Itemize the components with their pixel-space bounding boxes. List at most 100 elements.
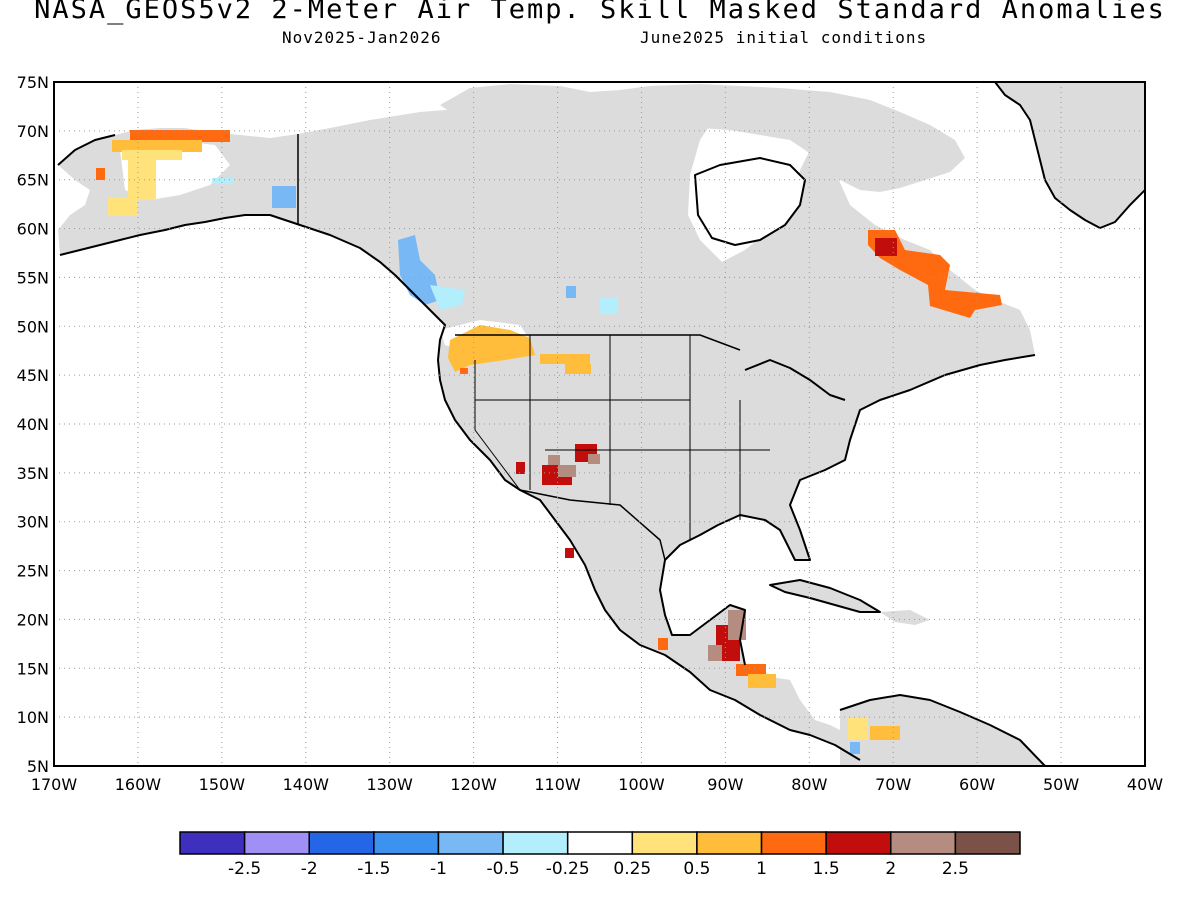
lon-label: 70W bbox=[875, 775, 911, 794]
anomaly-cell bbox=[430, 285, 465, 310]
initial-conditions: June2025 initial conditions bbox=[640, 28, 928, 47]
lat-label: 40N bbox=[17, 415, 49, 434]
anomaly-cell bbox=[565, 364, 591, 374]
lon-label: 40W bbox=[1127, 775, 1163, 794]
legend-swatch bbox=[696, 831, 763, 855]
north-america-land bbox=[58, 96, 1040, 766]
legend-swatch bbox=[502, 831, 569, 855]
color-legend: -2.5 -2 -1.5 -1 -0.5 -0.25 0.25 0.5 1 1.5 2 2.5 bbox=[179, 831, 1021, 879]
legend-swatch bbox=[179, 831, 246, 855]
legend-label: -2 bbox=[301, 859, 318, 879]
legend-label: -2.5 bbox=[228, 859, 261, 879]
lon-label: 80W bbox=[791, 775, 827, 794]
anomaly-cell bbox=[868, 230, 1002, 318]
anomaly-cell bbox=[516, 462, 525, 474]
anomaly-cell bbox=[748, 674, 776, 688]
gridlines bbox=[54, 82, 1145, 766]
anomaly-cell bbox=[736, 664, 766, 676]
us-mexico-border bbox=[519, 489, 666, 561]
anomaly-cell bbox=[875, 238, 897, 256]
lon-label: 90W bbox=[707, 775, 743, 794]
anomaly-cell bbox=[540, 354, 590, 364]
lat-label: 60N bbox=[17, 220, 49, 239]
cuba bbox=[770, 580, 880, 612]
lon-label: 150W bbox=[199, 775, 246, 794]
anomaly-cell bbox=[588, 454, 600, 464]
anomaly-cell bbox=[460, 368, 468, 374]
legend-swatch bbox=[566, 831, 634, 855]
lat-label: 50N bbox=[17, 317, 49, 336]
state-borders bbox=[474, 335, 770, 540]
lat-label: 20N bbox=[17, 610, 49, 629]
anomaly-cell bbox=[566, 286, 576, 298]
legend-label: 0.25 bbox=[613, 859, 651, 879]
legend-label: 2.5 bbox=[942, 859, 969, 879]
hudson-bay-region bbox=[695, 158, 805, 245]
map-frame bbox=[53, 81, 1146, 767]
lat-label: 75N bbox=[17, 73, 49, 92]
lat-label: 25N bbox=[17, 562, 49, 581]
greenland-coast bbox=[994, 82, 1145, 229]
arctic-islands bbox=[440, 84, 965, 192]
lat-label: 65N bbox=[17, 171, 49, 190]
forecast-period: Nov2025-Jan2026 bbox=[282, 28, 442, 47]
legend-label: 2 bbox=[885, 859, 896, 879]
lat-label: 70N bbox=[17, 122, 49, 141]
coastlines bbox=[57, 82, 1145, 766]
lon-label: 130W bbox=[367, 775, 414, 794]
legend-label: -1.5 bbox=[357, 859, 390, 879]
west-coastline bbox=[57, 134, 861, 761]
anomaly-cell bbox=[848, 718, 868, 740]
anomaly-patches bbox=[96, 130, 1002, 754]
hudson-bay-coast bbox=[694, 157, 806, 246]
lat-label: 15N bbox=[17, 659, 49, 678]
legend-label: 1 bbox=[756, 859, 767, 879]
anomaly-cell bbox=[850, 742, 860, 754]
south-america bbox=[840, 695, 1045, 766]
lon-label: 170W bbox=[31, 775, 78, 794]
baja-white bbox=[500, 480, 550, 580]
lon-label: 100W bbox=[618, 775, 665, 794]
gulf-east-coastline bbox=[659, 354, 1036, 666]
legend-label: -1 bbox=[430, 859, 447, 879]
lon-label: 160W bbox=[115, 775, 162, 794]
legend-swatch bbox=[243, 831, 310, 855]
anomaly-cell bbox=[658, 638, 668, 650]
legend-label: -0.5 bbox=[486, 859, 519, 879]
lon-label: 50W bbox=[1043, 775, 1079, 794]
lon-label: 60W bbox=[959, 775, 995, 794]
legend-swatch bbox=[825, 831, 892, 855]
anomaly-cell bbox=[272, 186, 296, 208]
anomaly-cell bbox=[708, 645, 722, 661]
anomaly-cell bbox=[128, 160, 156, 200]
legend-swatch bbox=[373, 831, 440, 855]
legend-label: -0.25 bbox=[546, 859, 590, 879]
anomaly-cell bbox=[96, 168, 105, 180]
legend-label: 0.5 bbox=[683, 859, 710, 879]
lon-label: 120W bbox=[450, 775, 497, 794]
lat-label: 55N bbox=[17, 268, 49, 287]
anomaly-cell bbox=[448, 325, 535, 372]
anomaly-cell bbox=[558, 465, 576, 477]
anomaly-cell bbox=[565, 548, 574, 558]
lon-label: 140W bbox=[283, 775, 330, 794]
lat-label: 35N bbox=[17, 464, 49, 483]
greenland bbox=[995, 82, 1145, 228]
legend-swatch bbox=[954, 831, 1021, 855]
anomaly-cell bbox=[212, 178, 234, 184]
anomaly-cell bbox=[122, 150, 182, 160]
legend-swatch bbox=[631, 831, 698, 855]
lat-label: 5N bbox=[27, 757, 49, 776]
longitude-axis: 170W 160W 150W 140W 130W 120W 110W 100W 90W 80W 70… bbox=[31, 775, 1163, 794]
anomaly-cell bbox=[600, 298, 618, 314]
lat-label: 10N bbox=[17, 708, 49, 727]
cuba-coast bbox=[769, 579, 881, 613]
map-content bbox=[54, 82, 1145, 766]
hispaniola bbox=[880, 610, 930, 625]
anomaly-cell bbox=[112, 140, 202, 152]
us-canada-border bbox=[455, 334, 741, 351]
land-masses bbox=[58, 82, 1145, 766]
legend-label: 1.5 bbox=[813, 859, 840, 879]
anomaly-cell bbox=[130, 130, 230, 142]
